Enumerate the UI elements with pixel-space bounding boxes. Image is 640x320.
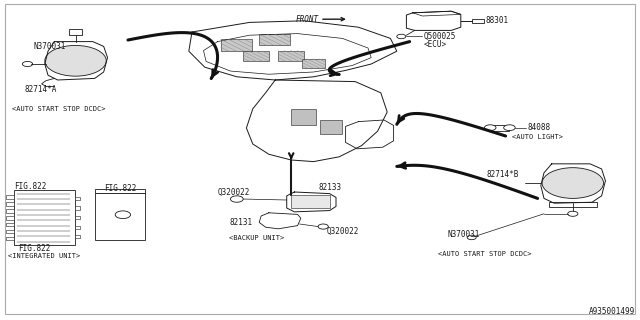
- Circle shape: [467, 235, 476, 240]
- Text: 82131: 82131: [229, 218, 252, 227]
- Text: 82714*A: 82714*A: [24, 85, 57, 94]
- Circle shape: [115, 211, 131, 219]
- Bar: [6, 195, 14, 199]
- Bar: [6, 230, 14, 233]
- Text: <ECU>: <ECU>: [424, 40, 447, 49]
- Text: <AUTO START STOP DCDC>: <AUTO START STOP DCDC>: [12, 106, 105, 112]
- Bar: [69, 29, 82, 35]
- Text: 82714*B: 82714*B: [486, 170, 519, 179]
- Bar: [291, 195, 330, 208]
- Bar: [221, 39, 252, 51]
- Bar: [549, 202, 597, 207]
- Text: A935001499: A935001499: [589, 308, 635, 316]
- Bar: [95, 193, 145, 240]
- Circle shape: [542, 168, 604, 198]
- Bar: [259, 34, 290, 45]
- Bar: [6, 202, 14, 206]
- Text: Q500025: Q500025: [424, 32, 456, 41]
- Text: 82133: 82133: [319, 183, 342, 192]
- Bar: [6, 223, 14, 227]
- Bar: [6, 237, 14, 240]
- Text: Q320022: Q320022: [326, 227, 359, 236]
- Text: FIG.822: FIG.822: [14, 182, 47, 191]
- Bar: [75, 235, 80, 238]
- Text: <INTEGRATED UNIT>: <INTEGRATED UNIT>: [8, 253, 81, 259]
- Bar: [490, 125, 509, 131]
- Circle shape: [568, 211, 578, 216]
- Circle shape: [484, 125, 496, 131]
- Text: FIG.822: FIG.822: [104, 184, 136, 193]
- Text: FRONT: FRONT: [296, 15, 319, 24]
- Bar: [14, 190, 75, 245]
- Bar: [278, 51, 304, 61]
- Bar: [302, 59, 325, 68]
- Circle shape: [22, 61, 33, 67]
- Text: 88301: 88301: [485, 16, 508, 25]
- Bar: [6, 209, 14, 212]
- Circle shape: [318, 224, 328, 229]
- Circle shape: [230, 196, 243, 202]
- Text: <AUTO LIGHT>: <AUTO LIGHT>: [512, 134, 563, 140]
- Bar: [75, 206, 80, 210]
- Bar: [243, 51, 269, 61]
- Bar: [6, 216, 14, 220]
- Bar: [75, 226, 80, 229]
- Bar: [75, 216, 80, 219]
- Circle shape: [397, 34, 406, 39]
- Bar: [75, 197, 80, 200]
- Text: <BACKUP UNIT>: <BACKUP UNIT>: [229, 236, 284, 241]
- Circle shape: [504, 125, 515, 131]
- Bar: [95, 189, 145, 193]
- Text: 84088: 84088: [527, 123, 550, 132]
- Circle shape: [45, 45, 106, 76]
- Text: Q320022: Q320022: [218, 188, 250, 197]
- Text: <AUTO START STOP DCDC>: <AUTO START STOP DCDC>: [438, 252, 532, 257]
- Bar: [320, 120, 342, 134]
- Text: FIG.822: FIG.822: [18, 244, 51, 253]
- Text: N370031: N370031: [448, 230, 481, 239]
- Bar: [472, 19, 484, 23]
- Bar: [291, 109, 316, 125]
- Text: N370031: N370031: [33, 42, 66, 51]
